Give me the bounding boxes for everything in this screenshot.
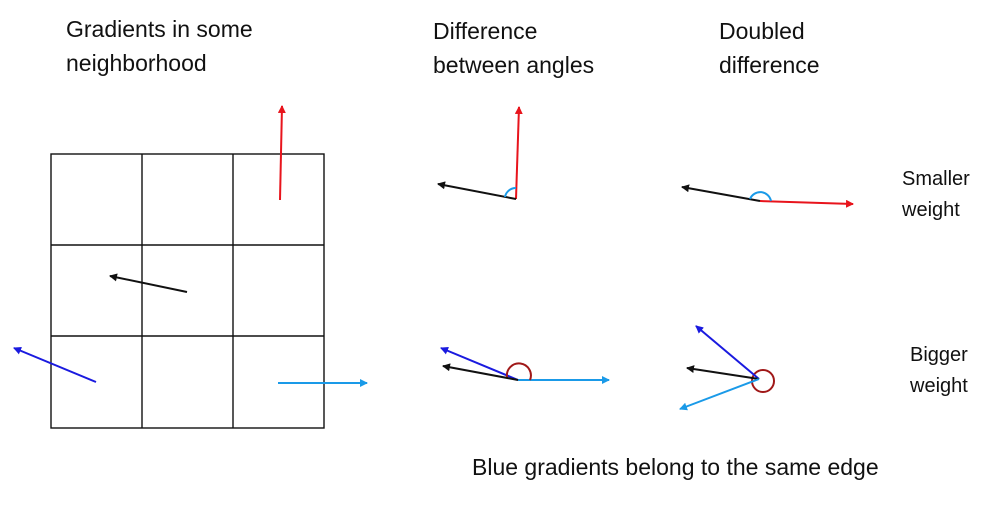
difference-bottom-group bbox=[440, 346, 610, 384]
doubled-top-group bbox=[681, 184, 854, 208]
doubled-top-angle-arc bbox=[749, 191, 772, 202]
doubled-difference-title: Doubled difference bbox=[719, 18, 820, 78]
doubled-top-red-arrow bbox=[759, 199, 854, 208]
doubled-top-black-arrow bbox=[681, 184, 761, 202]
diff-bottom-angle-arc bbox=[505, 362, 532, 381]
diff-top-angle-arc bbox=[504, 186, 517, 198]
doubled-bottom-black-arrow bbox=[686, 365, 760, 380]
neighborhood-title: Gradients in some neighborhood bbox=[66, 16, 253, 76]
diff-bottom-dark-blue-arrow bbox=[440, 346, 519, 381]
doubled-bottom-group bbox=[679, 325, 775, 411]
bigger-weight-label: Bigger weight bbox=[910, 344, 968, 397]
difference-title: Difference between angles bbox=[433, 18, 595, 78]
red-gradient-arrow bbox=[277, 105, 286, 201]
smaller-weight-label: Smaller weight bbox=[902, 168, 970, 221]
black-gradient-arrow bbox=[109, 273, 188, 293]
diff-top-black-arrow bbox=[437, 181, 517, 200]
difference-top-group bbox=[437, 106, 523, 200]
caption: Blue gradients belong to the same edge bbox=[472, 454, 879, 480]
diff-top-red-arrow bbox=[514, 106, 523, 200]
diff-bottom-black-arrow bbox=[442, 363, 519, 381]
doubled-bottom-light-blue-arrow bbox=[679, 378, 760, 411]
neighborhood-grid bbox=[50, 153, 325, 429]
dark-blue-gradient-arrow bbox=[13, 346, 97, 383]
doubled-bottom-dark-blue-arrow bbox=[695, 325, 760, 380]
